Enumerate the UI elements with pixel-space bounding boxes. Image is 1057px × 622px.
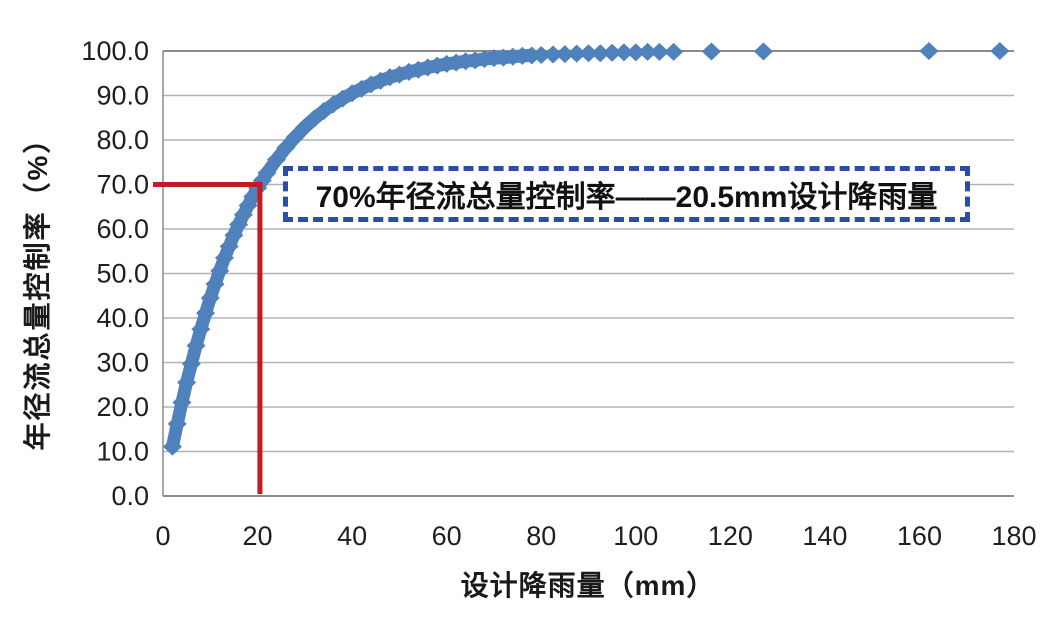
x-tick-label: 120 <box>708 521 753 551</box>
y-tick-label: 90.0 <box>96 81 149 111</box>
y-tick-label: 60.0 <box>96 214 149 244</box>
y-tick-label: 80.0 <box>96 125 149 155</box>
x-tick-label: 60 <box>432 521 462 551</box>
x-tick-label: 80 <box>526 521 556 551</box>
x-tick-label: 40 <box>337 521 367 551</box>
y-tick-label: 40.0 <box>96 303 149 333</box>
x-axis-title: 设计降雨量（mm） <box>460 570 716 601</box>
y-tick-label: 100.0 <box>81 36 149 66</box>
y-tick-label: 70.0 <box>96 170 149 200</box>
x-tick-label: 180 <box>991 521 1036 551</box>
tick-labels: 0.0 10.0 20.0 30.0 40.0 50.0 60.0 70.0 80.0 90.0 1… <box>81 36 1036 551</box>
x-tick-label: 0 <box>155 521 170 551</box>
reference-lines <box>153 182 263 494</box>
x-tick-label: 140 <box>802 521 847 551</box>
annotation-text: 70%年径流总量控制率——20.5mm设计降雨量 <box>315 181 938 214</box>
y-axis-title: 年径流总量控制率（%） <box>22 123 53 451</box>
y-tick-label: 30.0 <box>96 348 149 378</box>
x-tick-label: 100 <box>613 521 658 551</box>
gridlines <box>163 50 1014 497</box>
y-tick-label: 0.0 <box>111 481 149 511</box>
annotation-box: 70%年径流总量控制率——20.5mm设计降雨量 <box>283 166 970 222</box>
x-tick-label: 160 <box>897 521 942 551</box>
x-tick-label: 20 <box>243 521 273 551</box>
y-tick-label: 20.0 <box>96 392 149 422</box>
y-tick-label: 10.0 <box>96 437 149 467</box>
y-tick-label: 50.0 <box>96 259 149 289</box>
scatter-series <box>162 42 1010 456</box>
